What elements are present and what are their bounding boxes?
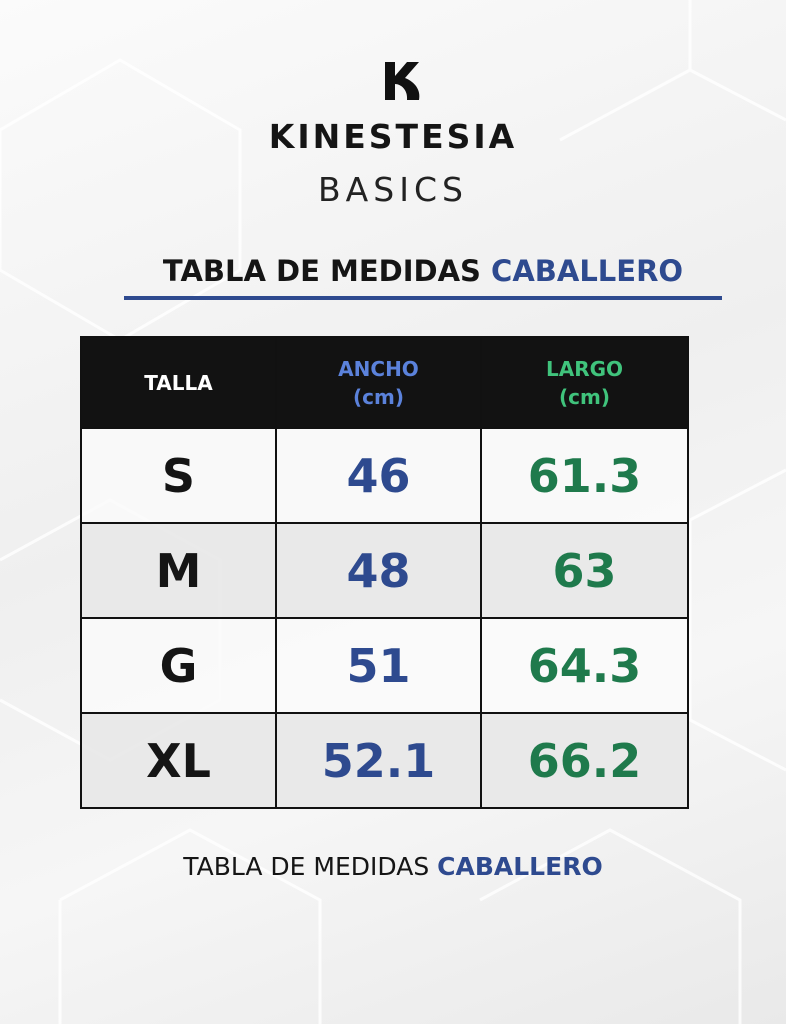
column-label: ANCHO xyxy=(338,356,419,381)
column-unit: (cm) xyxy=(353,384,404,409)
column-unit: (cm) xyxy=(559,384,610,409)
column-label: TALLA xyxy=(144,370,213,395)
measure-cell: 51 xyxy=(275,617,482,714)
heading-highlight: CABALLERO xyxy=(491,254,684,288)
heading-text: TABLA DE MEDIDAS xyxy=(162,254,481,288)
column-label: LARGO xyxy=(545,356,624,381)
header-cell: LARGO (cm) xyxy=(480,336,689,429)
size-cell: G xyxy=(80,617,277,714)
footer: TABLA DE MEDIDAS CABALLERO xyxy=(0,852,786,881)
header-cell: ANCHO (cm) xyxy=(275,336,482,429)
measure-cell: 46 xyxy=(275,427,482,524)
size-table: TALLA ANCHO (cm) LARGO (cm) S 46 61.3 M 48 63 G 5… xyxy=(80,336,689,809)
table-row: XL 52.1 66.2 xyxy=(80,712,689,809)
heading: TABLA DE MEDIDAS CABALLERO xyxy=(124,254,722,288)
header-row: TALLA ANCHO (cm) LARGO (cm) xyxy=(80,336,689,429)
footer-text: TABLA DE MEDIDAS xyxy=(183,852,430,881)
size-cell: M xyxy=(80,522,277,619)
measure-cell: 48 xyxy=(275,522,482,619)
size-cell: XL xyxy=(80,712,277,809)
measure-cell: 66.2 xyxy=(480,712,689,809)
size-cell: S xyxy=(80,427,277,524)
measure-cell: 52.1 xyxy=(275,712,482,809)
table-row: M 48 63 xyxy=(80,522,689,619)
measure-cell: 61.3 xyxy=(480,427,689,524)
logo-icon xyxy=(385,62,420,100)
table-row: G 51 64.3 xyxy=(80,617,689,714)
heading-rule xyxy=(124,296,722,300)
measure-cell: 64.3 xyxy=(480,617,689,714)
brand-line: BASICS xyxy=(318,170,468,209)
footer-highlight: CABALLERO xyxy=(437,852,603,881)
header-cell: TALLA xyxy=(80,336,277,429)
table-body: S 46 61.3 M 48 63 G 51 64.3 XL 52.1 66.2 xyxy=(80,427,689,809)
brand-name: KINESTESIA xyxy=(268,117,518,156)
table-row: S 46 61.3 xyxy=(80,427,689,524)
measure-cell: 63 xyxy=(480,522,689,619)
